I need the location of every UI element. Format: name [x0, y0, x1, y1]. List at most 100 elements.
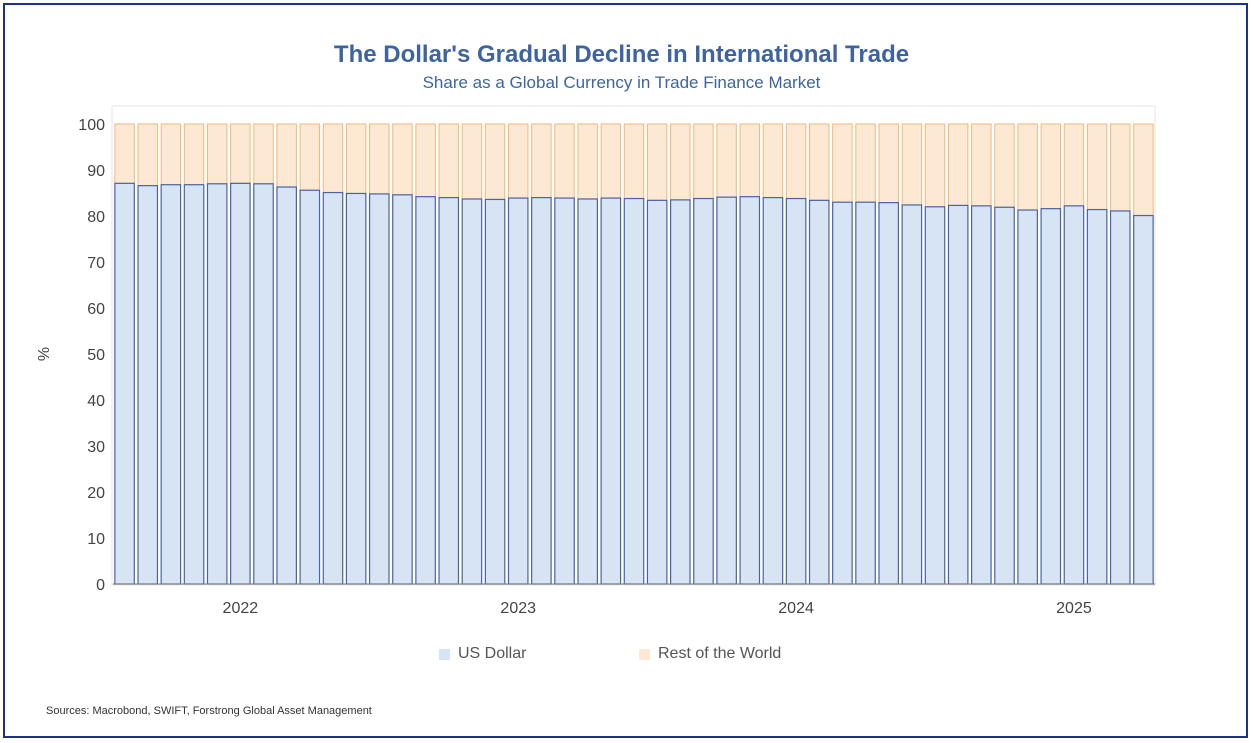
- bar-rest-of-world-12: [392, 123, 413, 196]
- bar-rest-of-world-27: [739, 123, 761, 198]
- bar-us-dollar-1: [137, 185, 159, 585]
- bar-us-dollar-3: [183, 184, 205, 585]
- bar-us-dollar-23: [646, 199, 668, 585]
- bar-rest-of-world-2: [160, 123, 182, 186]
- bar-us-dollar-26: [716, 196, 737, 585]
- bar-rest-of-world-7: [276, 123, 297, 188]
- bar-us-dollar-12: [392, 194, 413, 585]
- chart-frame: The Dollar's Gradual Decline in Internat…: [3, 3, 1248, 738]
- y-tick-90: 90: [87, 163, 105, 180]
- source-note: Sources: Macrobond, SWIFT, Forstrong Glo…: [46, 705, 372, 717]
- bar-rest-of-world-22: [623, 123, 645, 200]
- bar-us-dollar-40: [1040, 208, 1062, 585]
- bar-rest-of-world-1: [137, 123, 158, 187]
- bar-us-dollar-13: [415, 196, 436, 585]
- bars-layer: [114, 123, 1154, 585]
- bar-rest-of-world-14: [438, 123, 459, 199]
- bar-rest-of-world-44: [1133, 123, 1154, 217]
- bar-rest-of-world-41: [1063, 123, 1085, 207]
- bar-rest-of-world-11: [369, 123, 390, 195]
- x-tick-2022: 2022: [223, 600, 259, 617]
- bar-us-dollar-42: [1086, 208, 1108, 585]
- bar-rest-of-world-34: [901, 123, 923, 206]
- bar-rest-of-world-28: [762, 123, 784, 199]
- bar-us-dollar-36: [947, 204, 969, 585]
- bar-rest-of-world-39: [1017, 123, 1038, 211]
- bar-us-dollar-18: [531, 197, 552, 585]
- y-tick-70: 70: [87, 255, 105, 272]
- x-axis: 2022 2023 2024 2025: [223, 600, 1092, 617]
- y-tick-10: 10: [87, 531, 105, 548]
- bar-rest-of-world-23: [646, 123, 668, 201]
- bar-us-dollar-0: [114, 182, 135, 585]
- legend-label-us-dollar: US Dollar: [458, 645, 527, 662]
- bar-rest-of-world-29: [785, 123, 807, 200]
- bar-rest-of-world-30: [809, 123, 830, 201]
- bar-rest-of-world-4: [206, 123, 228, 185]
- bar-us-dollar-19: [554, 197, 575, 585]
- rest-of-world-swatch: [639, 648, 650, 660]
- y-tick-50: 50: [87, 347, 105, 364]
- bar-rest-of-world-33: [878, 123, 899, 204]
- bar-rest-of-world-8: [299, 123, 321, 191]
- bar-us-dollar-9: [322, 191, 344, 585]
- bar-rest-of-world-5: [230, 123, 251, 184]
- x-tick-2023: 2023: [500, 600, 536, 617]
- bar-rest-of-world-24: [670, 123, 691, 201]
- bar-rest-of-world-35: [924, 123, 946, 208]
- plot-area-border: [111, 105, 1156, 586]
- bar-us-dollar-11: [368, 193, 390, 585]
- y-tick-80: 80: [87, 209, 105, 226]
- bar-us-dollar-30: [808, 199, 830, 585]
- legend: US Dollar Rest of the World: [5, 645, 1250, 667]
- x-tick-2024: 2024: [778, 600, 814, 617]
- bar-us-dollar-5: [230, 182, 251, 585]
- bar-rest-of-world-42: [1086, 123, 1108, 211]
- bar-us-dollar-10: [345, 192, 367, 585]
- bar-us-dollar-44: [1133, 214, 1154, 585]
- bar-us-dollar-39: [1017, 209, 1038, 585]
- bar-rest-of-world-9: [322, 123, 344, 194]
- bar-rest-of-world-38: [994, 123, 1015, 208]
- bar-rest-of-world-3: [183, 123, 205, 186]
- legend-item-rest-of-world: Rest of the World: [639, 645, 781, 663]
- bar-rest-of-world-15: [461, 123, 483, 200]
- bar-us-dollar-14: [438, 197, 460, 585]
- bar-us-dollar-15: [461, 198, 483, 585]
- bar-us-dollar-37: [971, 205, 992, 585]
- x-tick-2025: 2025: [1056, 600, 1092, 617]
- bar-us-dollar-7: [276, 186, 297, 585]
- bar-us-dollar-4: [206, 183, 228, 585]
- y-tick-20: 20: [87, 485, 105, 502]
- bar-rest-of-world-37: [971, 123, 992, 207]
- bar-us-dollar-35: [924, 206, 946, 585]
- bar-us-dollar-29: [785, 197, 807, 585]
- bar-rest-of-world-32: [855, 123, 876, 203]
- bar-us-dollar-25: [693, 197, 714, 585]
- bar-rest-of-world-43: [1110, 123, 1131, 212]
- bar-us-dollar-21: [600, 197, 622, 585]
- bar-rest-of-world-10: [345, 123, 367, 194]
- chart-title: The Dollar's Gradual Decline in Internat…: [333, 41, 910, 68]
- bar-us-dollar-31: [832, 201, 853, 585]
- bar-us-dollar-24: [669, 199, 691, 585]
- bar-us-dollar-34: [901, 204, 923, 585]
- legend-item-us-dollar: US Dollar: [439, 645, 526, 663]
- bar-rest-of-world-0: [114, 123, 135, 184]
- bar-rest-of-world-31: [832, 123, 853, 203]
- bar-rest-of-world-6: [253, 123, 274, 185]
- chart-subtitle: Share as a Global Currency in Trade Fina…: [422, 73, 821, 92]
- y-tick-40: 40: [87, 393, 105, 410]
- y-tick-100: 100: [78, 117, 105, 134]
- bar-us-dollar-32: [855, 201, 876, 585]
- bar-us-dollar-27: [739, 196, 761, 585]
- bar-rest-of-world-13: [415, 123, 436, 198]
- bar-us-dollar-6: [253, 183, 274, 585]
- bar-us-dollar-22: [623, 197, 645, 585]
- y-tick-30: 30: [87, 439, 105, 456]
- bar-us-dollar-8: [299, 189, 321, 585]
- us-dollar-swatch: [439, 648, 450, 660]
- bar-us-dollar-2: [160, 184, 182, 585]
- bar-us-dollar-33: [878, 202, 900, 585]
- bar-rest-of-world-19: [554, 123, 575, 199]
